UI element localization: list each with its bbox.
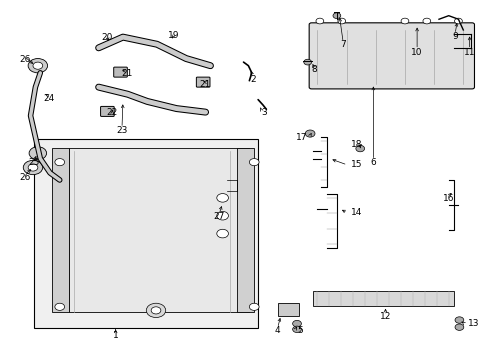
Bar	[312, 291, 453, 306]
Text: 24: 24	[43, 94, 55, 103]
Text: 20: 20	[102, 33, 113, 42]
Circle shape	[146, 303, 165, 318]
Text: 7: 7	[340, 40, 346, 49]
Text: 26: 26	[19, 55, 30, 64]
Circle shape	[55, 303, 64, 310]
Circle shape	[33, 62, 42, 69]
Circle shape	[355, 145, 364, 152]
Circle shape	[29, 147, 46, 159]
Text: 1: 1	[113, 331, 118, 340]
Circle shape	[292, 320, 301, 327]
Text: 15: 15	[350, 161, 361, 170]
Text: 13: 13	[467, 319, 479, 328]
Circle shape	[454, 18, 461, 24]
Circle shape	[249, 303, 259, 310]
Circle shape	[454, 324, 463, 330]
Circle shape	[454, 317, 463, 323]
Text: 23: 23	[116, 126, 127, 135]
Bar	[277, 303, 299, 316]
Text: 17: 17	[296, 133, 307, 142]
Text: 2: 2	[250, 75, 256, 84]
Circle shape	[23, 160, 42, 175]
Circle shape	[422, 18, 430, 24]
Circle shape	[249, 158, 259, 166]
Circle shape	[216, 229, 228, 238]
Circle shape	[400, 18, 408, 24]
Circle shape	[28, 164, 38, 171]
Circle shape	[337, 18, 345, 24]
Text: 8: 8	[310, 66, 316, 75]
Text: 25: 25	[29, 158, 40, 167]
Circle shape	[28, 59, 47, 73]
Text: 19: 19	[168, 31, 180, 40]
Text: 12: 12	[379, 312, 390, 321]
Bar	[69, 148, 249, 312]
Text: 18: 18	[350, 140, 361, 149]
Circle shape	[55, 158, 64, 166]
Circle shape	[151, 307, 161, 314]
Text: 3: 3	[261, 108, 267, 117]
Bar	[34, 139, 258, 328]
Text: 16: 16	[442, 194, 453, 203]
FancyBboxPatch shape	[308, 23, 473, 89]
Text: 27: 27	[213, 212, 224, 221]
Text: 21: 21	[199, 80, 210, 89]
Text: 5: 5	[296, 326, 302, 335]
Text: 11: 11	[463, 48, 474, 57]
Circle shape	[332, 13, 340, 18]
Circle shape	[315, 18, 323, 24]
Bar	[237, 148, 254, 312]
Bar	[52, 148, 69, 312]
Text: 10: 10	[410, 48, 422, 57]
Circle shape	[216, 211, 228, 220]
Circle shape	[216, 194, 228, 202]
FancyBboxPatch shape	[114, 67, 127, 77]
FancyBboxPatch shape	[196, 77, 209, 87]
Circle shape	[303, 59, 311, 65]
Text: 21: 21	[121, 69, 132, 78]
Text: 4: 4	[274, 326, 280, 335]
Text: 6: 6	[370, 158, 375, 167]
Circle shape	[305, 130, 314, 137]
FancyBboxPatch shape	[101, 107, 114, 116]
Text: 26: 26	[19, 173, 30, 182]
Text: 9: 9	[451, 32, 457, 41]
Text: 14: 14	[350, 208, 361, 217]
Text: 22: 22	[106, 108, 118, 117]
Circle shape	[292, 326, 301, 333]
